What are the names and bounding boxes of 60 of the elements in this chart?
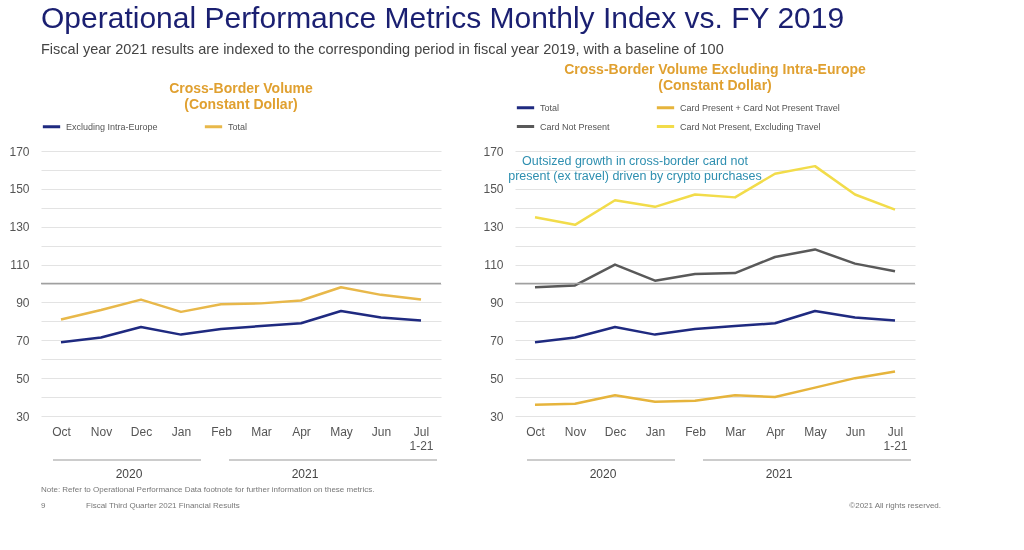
x-tick-label: Jul 1-21: [883, 424, 908, 453]
y-tick-label: 110: [10, 258, 30, 273]
chart-title: Cross-Border Volume Excluding Intra-Europe (Constant Dollar): [564, 61, 866, 93]
x-tick-label: Oct: [52, 424, 72, 439]
x-tick-label: Nov: [90, 424, 113, 439]
x-tick-label: Jan: [645, 424, 666, 439]
y-tick-label: 170: [483, 144, 504, 159]
y-tick-label: 150: [9, 182, 30, 197]
x-tick-label: May: [804, 424, 827, 439]
text: 2020: [589, 467, 617, 481]
legend-label: Excluding Intra-Europe: [66, 121, 158, 132]
x-tick-label: Jan: [171, 424, 192, 439]
y-tick-label: 90: [490, 295, 504, 310]
y-tick-label: 110: [484, 258, 504, 273]
x-tick-label: Apr: [292, 424, 311, 439]
x-tick-label: Feb: [211, 424, 233, 439]
x-tick-label: Mar: [725, 424, 746, 439]
text: 9: [41, 501, 46, 510]
x-tick-label: May: [330, 424, 353, 439]
text: Fiscal Third Quarter 2021 Financial Results: [86, 501, 240, 510]
x-tick-label: Apr: [766, 424, 785, 439]
legend-label: Card Not Present: [540, 121, 611, 132]
text: ©2021 All rights reserved.: [849, 501, 941, 510]
line-series: [59, 286, 423, 321]
text: Fiscal year 2021 results are indexed to the corresponding period in fiscal year 2019, with a baseline of 100: [41, 41, 724, 57]
text: Note: Refer to Operational Performance Data footnote for further information on these metrics.: [41, 485, 375, 494]
x-tick-label: Jun: [371, 424, 392, 439]
y-tick-label: 90: [16, 295, 30, 310]
line-series: [533, 370, 897, 406]
x-tick-label: Jun: [845, 424, 866, 439]
legend-label: Card Not Present, Excluding Travel: [680, 121, 821, 132]
y-tick-label: 30: [16, 409, 30, 424]
legend-label: Total: [228, 121, 248, 132]
chart-title: Cross-Border Volume (Constant Dollar): [169, 80, 314, 112]
x-tick-label: Feb: [685, 424, 707, 439]
line-series: [59, 309, 423, 344]
y-tick-label: 150: [483, 182, 504, 197]
y-tick-label: 50: [16, 371, 30, 386]
y-tick-label: 30: [490, 409, 504, 424]
x-tick-label: Jul 1-21: [409, 424, 434, 453]
text: 2021: [765, 467, 793, 481]
x-tick-label: Dec: [604, 424, 627, 439]
line-series: [533, 309, 897, 344]
x-tick-label: Oct: [526, 424, 546, 439]
y-tick-label: 170: [9, 144, 30, 159]
y-tick-label: 130: [9, 220, 30, 235]
y-tick-label: 70: [16, 333, 30, 348]
line-series: [533, 248, 897, 289]
x-tick-label: Dec: [130, 424, 153, 439]
text: Operational Performance Metrics Monthly Index vs. FY 2019: [41, 1, 845, 34]
legend-label: Total: [540, 102, 560, 113]
text: 2020: [115, 467, 143, 481]
annotation: Outsized growth in cross-border card not present (ex travel) driven by crypto purchases: [508, 154, 762, 183]
x-tick-label: Nov: [564, 424, 587, 439]
y-tick-label: 70: [490, 333, 504, 348]
text: 2021: [291, 467, 319, 481]
y-tick-label: 50: [490, 371, 504, 386]
x-tick-label: Mar: [251, 424, 272, 439]
legend-label: Card Present + Card Not Present Travel: [680, 102, 840, 113]
y-tick-label: 130: [483, 220, 504, 235]
